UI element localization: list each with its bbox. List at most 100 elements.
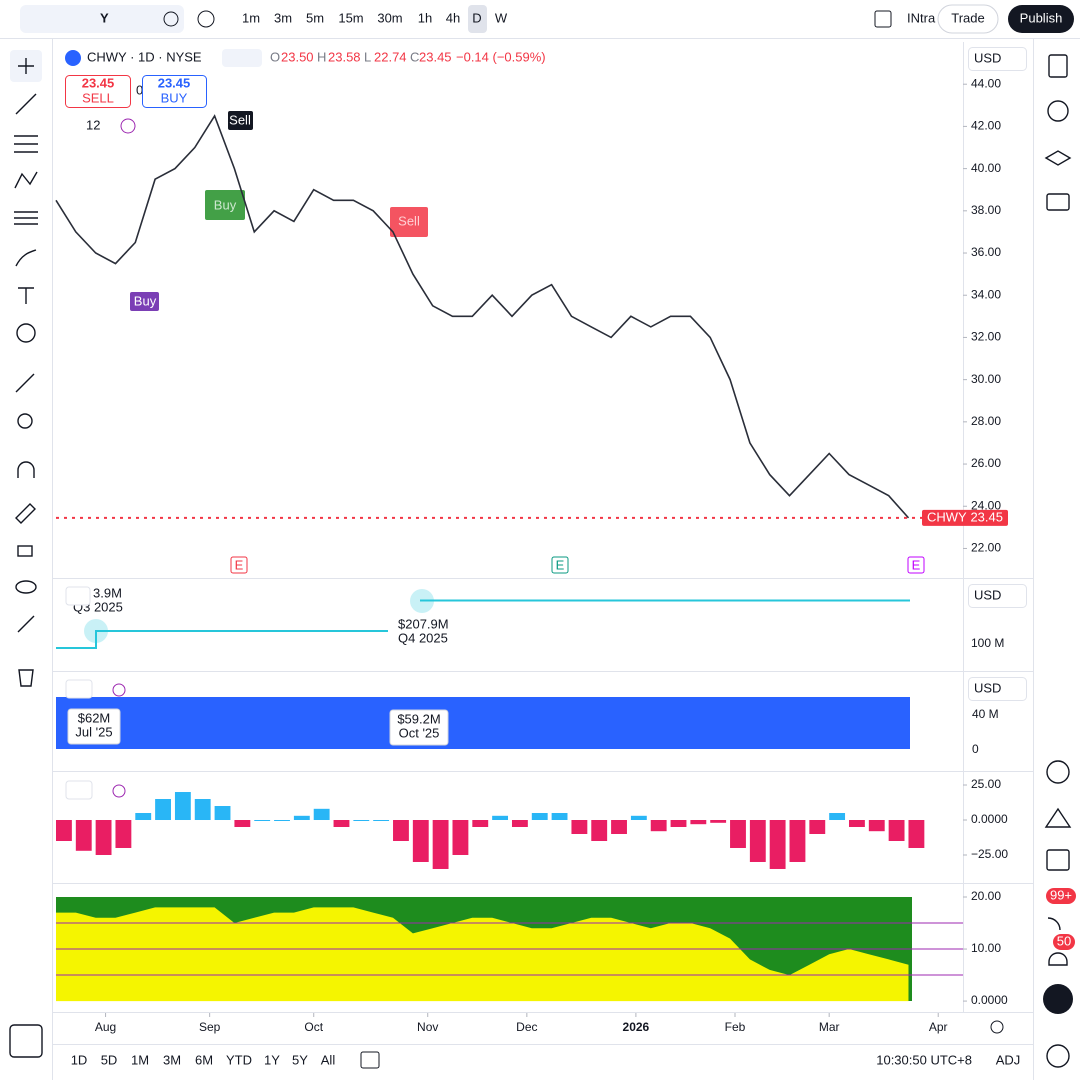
- buy-price[interactable]: 23.45: [158, 75, 191, 90]
- interval[interactable]: W: [495, 10, 508, 25]
- collapse-button[interactable]: [65, 586, 91, 606]
- zoom-tool[interactable]: [17, 413, 33, 429]
- publish-label[interactable]: Publish: [1020, 10, 1063, 25]
- range[interactable]: YTD: [226, 1052, 252, 1067]
- range[interactable]: 5D: [101, 1052, 118, 1067]
- osc-bar: [432, 820, 449, 869]
- sell-price[interactable]: 23.45: [82, 75, 115, 90]
- publish-button[interactable]: [1008, 5, 1074, 33]
- date-range-icon[interactable]: [360, 1051, 380, 1069]
- crosshair-tool[interactable]: [18, 58, 34, 74]
- sync-icon[interactable]: [112, 784, 126, 798]
- emoji-tool[interactable]: [16, 323, 36, 343]
- osc-bar: [373, 820, 390, 822]
- interval[interactable]: 4h: [446, 10, 460, 25]
- brush-tool[interactable]: [15, 249, 37, 267]
- news[interactable]: [1047, 917, 1061, 931]
- osc-bar: [274, 820, 290, 822]
- range[interactable]: 5Y: [292, 1052, 308, 1067]
- symbol-icon[interactable]: [163, 11, 179, 27]
- range[interactable]: 1D: [71, 1052, 88, 1067]
- osc-bar: [313, 808, 330, 821]
- signal-box: [205, 190, 245, 220]
- trade-label[interactable]: Trade: [951, 10, 984, 25]
- draw-mode[interactable]: [15, 503, 36, 524]
- pattern-tool[interactable]: [14, 171, 38, 189]
- osc-bar: [254, 820, 271, 822]
- text-tool[interactable]: [18, 287, 34, 304]
- interval[interactable]: 30m: [377, 10, 402, 25]
- sync-icon[interactable]: [120, 118, 136, 134]
- trade-button[interactable]: [937, 4, 999, 34]
- range[interactable]: 1M: [131, 1052, 149, 1067]
- help[interactable]: [1046, 1044, 1070, 1068]
- watchlist[interactable]: [1048, 54, 1068, 78]
- osc-bar: [353, 820, 370, 822]
- symbol-search[interactable]: [20, 5, 184, 33]
- osc-bar: [531, 813, 548, 821]
- currency-select[interactable]: [968, 677, 1027, 701]
- adjust[interactable]: ADJ: [996, 1052, 1021, 1067]
- symbol[interactable]: Y: [100, 10, 109, 25]
- buy-button[interactable]: [142, 75, 207, 108]
- interval[interactable]: 1h: [418, 10, 432, 25]
- fund-tick: 100 M: [971, 636, 1004, 650]
- ruler-tool[interactable]: [15, 373, 35, 393]
- chat[interactable]: [1046, 193, 1070, 211]
- range[interactable]: 1Y: [264, 1052, 280, 1067]
- osc-bar: [174, 792, 191, 821]
- currency-select[interactable]: [968, 47, 1027, 71]
- ideas[interactable]: [1046, 760, 1070, 784]
- badge-label: 99+: [1050, 887, 1072, 902]
- range[interactable]: 3M: [163, 1052, 181, 1067]
- interval[interactable]: 15m: [338, 10, 363, 25]
- sell-label[interactable]: SELL: [82, 90, 114, 105]
- fund-tooltip: [67, 708, 121, 745]
- layout-icon[interactable]: [874, 10, 892, 28]
- collapse-button[interactable]: [65, 679, 93, 699]
- interval[interactable]: 5m: [306, 10, 324, 25]
- lock-tool[interactable]: [17, 545, 33, 557]
- y-tick-label: 20.00: [971, 889, 1001, 903]
- currency-select[interactable]: [968, 584, 1027, 608]
- y-tick-label: 42.00: [971, 119, 1001, 133]
- buy-label[interactable]: BUY: [161, 90, 188, 105]
- favorites[interactable]: [9, 1024, 43, 1058]
- indicator-name[interactable]: INtra: [907, 10, 936, 25]
- line-tool[interactable]: [15, 93, 37, 115]
- range[interactable]: All: [321, 1052, 336, 1067]
- forecast-tool[interactable]: [14, 211, 38, 225]
- osc-bar: [809, 820, 826, 834]
- add-symbol[interactable]: [197, 10, 215, 28]
- osc-bar: [472, 820, 489, 827]
- interval[interactable]: D: [472, 10, 481, 25]
- fund-value: $62M: [78, 710, 111, 725]
- link-tool[interactable]: [17, 615, 35, 633]
- fund-point: [84, 619, 108, 643]
- legend-title: CHWY · 1D · NYSE: [87, 49, 202, 64]
- range[interactable]: 6M: [195, 1052, 213, 1067]
- indicator-count[interactable]: 12: [86, 117, 100, 132]
- currency[interactable]: USD: [974, 680, 1001, 695]
- signal-label: Sell: [229, 112, 251, 127]
- currency[interactable]: USD: [974, 50, 1001, 65]
- interval[interactable]: 3m: [274, 10, 292, 25]
- apps[interactable]: [1043, 984, 1073, 1014]
- magnet-tool[interactable]: [17, 461, 35, 478]
- sell-button[interactable]: [65, 75, 131, 108]
- interval[interactable]: 1m: [242, 10, 260, 25]
- visibility-tool[interactable]: [15, 580, 37, 594]
- currency[interactable]: USD: [974, 587, 1001, 602]
- settings-icon[interactable]: [990, 1020, 1004, 1034]
- osc-bar: [135, 813, 152, 821]
- calendar[interactable]: [1046, 849, 1070, 871]
- collapse-button[interactable]: [65, 780, 93, 800]
- alerts[interactable]: [1047, 100, 1069, 122]
- layers[interactable]: [1044, 150, 1072, 166]
- fund-tooltip: [389, 709, 449, 746]
- sync-icon[interactable]: [112, 683, 126, 697]
- pine[interactable]: [1044, 807, 1072, 828]
- fib-tool[interactable]: [14, 135, 38, 153]
- delete-tool[interactable]: [18, 669, 34, 687]
- notifications[interactable]: [1048, 952, 1068, 966]
